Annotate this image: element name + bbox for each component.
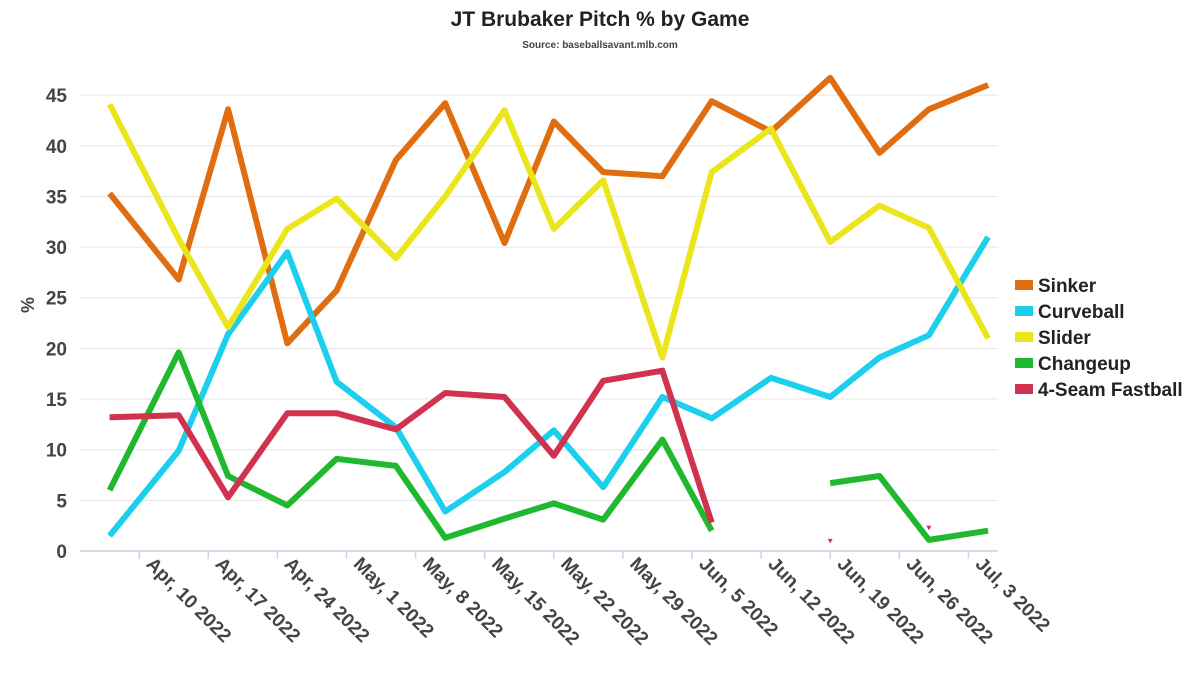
series-lines — [106, 74, 991, 544]
y-tick-label: 0 — [56, 542, 67, 563]
series-line-slider — [106, 102, 991, 361]
legend-label-4-seam-fastball: 4-Seam Fastball — [1038, 380, 1183, 401]
legend-label-curveball: Curveball — [1038, 302, 1125, 323]
y-tick-label: 25 — [46, 289, 68, 310]
y-tick-label: 35 — [46, 187, 68, 208]
y-tick-label: 30 — [46, 238, 67, 259]
legend: Sinker Curveball Slider Changeup 4-Seam Fast… — [1015, 276, 1183, 401]
legend-swatch-changeup — [1015, 358, 1033, 368]
chart-subtitle: Source: baseballsavant.mlb.com — [522, 40, 678, 51]
y-tick-label: 5 — [56, 491, 67, 512]
y-tick-label: 20 — [46, 339, 67, 360]
legend-swatch-slider — [1015, 332, 1033, 342]
series-line-changeup — [829, 473, 989, 543]
y-tick-label: 15 — [46, 390, 68, 411]
legend-swatch-curveball — [1015, 306, 1033, 316]
y-axis-label: % — [18, 297, 38, 313]
legend-label-changeup: Changeup — [1038, 354, 1131, 375]
y-tick-label: 45 — [46, 86, 68, 107]
legend-label-slider: Slider — [1038, 328, 1091, 349]
legend-swatch-4-seam-fastball — [1015, 384, 1033, 394]
y-tick-label: 10 — [46, 441, 67, 462]
series-point-4-seam-fastball — [926, 525, 932, 531]
series-line-changeup — [106, 349, 715, 541]
legend-label-sinker: Sinker — [1038, 276, 1097, 297]
chart-title: JT Brubaker Pitch % by Game — [450, 8, 750, 31]
series-line-curveball — [107, 235, 991, 538]
legend-swatch-sinker — [1015, 280, 1033, 290]
series-line-4-seam-fastball — [109, 367, 715, 524]
series-point-4-seam-fastball — [827, 538, 833, 544]
y-tick-label: 40 — [46, 137, 67, 158]
